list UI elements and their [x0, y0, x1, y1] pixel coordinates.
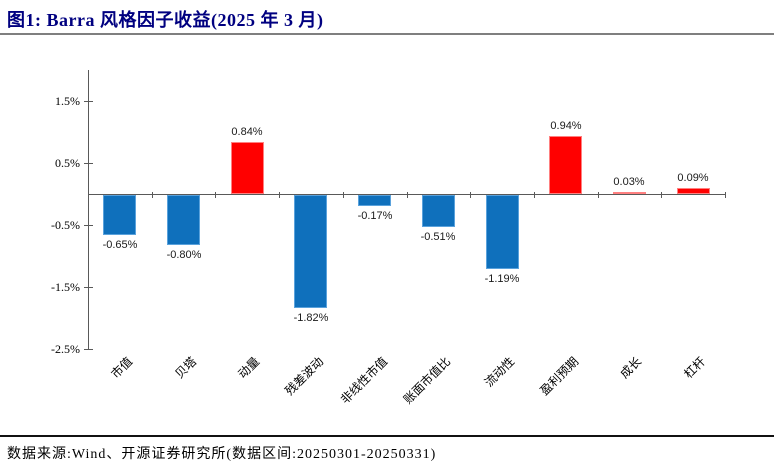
x-axis-category-label: 流动性 [481, 354, 518, 390]
x-axis-category-label: 盈利预期 [537, 354, 582, 399]
bar-成长 [613, 192, 646, 194]
y-axis-tick-label: -1.5% [51, 280, 80, 294]
title-divider [0, 33, 774, 35]
bar-value-label: -0.80% [166, 249, 202, 261]
x-axis-line [88, 194, 725, 195]
x-axis-tick [598, 192, 599, 198]
y-axis-tick-label: -0.5% [51, 218, 80, 232]
y-axis-tick [84, 349, 93, 350]
bar-市值 [103, 195, 136, 235]
x-axis-category-label: 残差波动 [282, 354, 327, 399]
bar-value-label: 0.03% [613, 176, 645, 188]
y-axis-tick [84, 101, 93, 102]
x-axis-category-label: 非线性市值 [337, 354, 391, 407]
y-axis-tick-label: 0.5% [55, 156, 80, 170]
bar-value-label: -0.65% [102, 239, 138, 251]
x-axis-tick [470, 192, 471, 198]
x-axis-tick [279, 192, 280, 198]
bar-残差波动 [294, 195, 327, 308]
y-axis-tick [84, 163, 93, 164]
x-axis-tick [725, 192, 726, 198]
x-axis-category-label: 动量 [235, 354, 263, 382]
y-axis-line [88, 70, 89, 349]
x-axis-category-label: 杠杆 [681, 354, 709, 382]
x-axis-tick [534, 192, 535, 198]
bar-value-label: 0.94% [550, 120, 582, 132]
bar-非线性市值 [358, 195, 391, 206]
x-axis-tick [407, 192, 408, 198]
x-axis-tick [152, 192, 153, 198]
figure-title: 图1: Barra 风格因子收益(2025 年 3 月) [7, 10, 324, 30]
y-axis-tick [84, 287, 93, 288]
data-source-note: 数据来源:Wind、开源证券研究所(数据区间:20250301-20250331… [7, 447, 437, 462]
bar-盈利预期 [549, 136, 582, 194]
bar-value-label: 0.09% [677, 172, 709, 184]
bar-贝塔 [167, 195, 200, 245]
x-axis-category-label: 贝塔 [172, 354, 200, 382]
y-axis-tick-label: -2.5% [51, 342, 80, 356]
x-axis-tick [661, 192, 662, 198]
bar-账面市值比 [422, 195, 455, 227]
bar-动量 [231, 142, 264, 194]
bar-value-label: -0.51% [420, 231, 456, 243]
bar-value-label: -1.82% [293, 312, 329, 324]
x-axis-category-label: 成长 [617, 354, 645, 382]
x-axis-tick [215, 192, 216, 198]
y-axis-tick-label: 1.5% [55, 94, 80, 108]
x-axis-category-label: 市值 [108, 354, 136, 382]
bar-value-label: -1.19% [484, 273, 520, 285]
footer-divider [0, 435, 774, 437]
x-axis-category-label: 账面市值比 [400, 354, 454, 407]
y-axis-tick [84, 225, 93, 226]
bar-流动性 [486, 195, 519, 269]
bar-value-label: 0.84% [231, 126, 263, 138]
x-axis-tick [343, 192, 344, 198]
bar-杠杆 [677, 188, 710, 194]
bar-value-label: -0.17% [357, 210, 393, 222]
